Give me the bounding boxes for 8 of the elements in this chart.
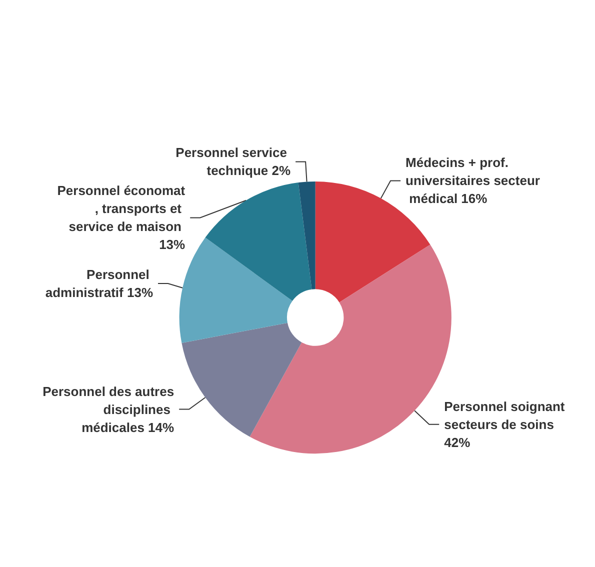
- slice-label: Personnel soignant secteurs de soins: [444, 398, 568, 432]
- data-label: 13%: [159, 237, 186, 252]
- slice-label: Personnel des autres disciplines médicales 14%: [42, 384, 175, 435]
- data-label: 42%: [444, 434, 471, 450]
- slice-label: Personnel économat, transports et service de maison: [57, 183, 186, 234]
- slice-label: Personnel service technique 2%: [176, 145, 291, 178]
- slice-label: Médecins + prof. universitaires secteur médical 16%: [406, 155, 540, 206]
- slice-label: Personnel administratif 13%: [45, 266, 154, 300]
